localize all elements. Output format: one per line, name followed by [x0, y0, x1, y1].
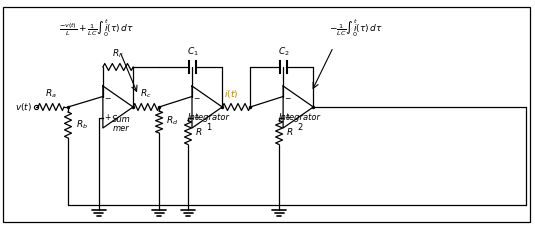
Text: mer: mer [113, 124, 129, 133]
Text: $+$: $+$ [284, 112, 292, 122]
Text: $R_c$: $R_c$ [140, 88, 152, 100]
Text: $-$: $-$ [104, 92, 112, 101]
Text: $R_d$: $R_d$ [166, 115, 179, 127]
Text: $-$: $-$ [193, 92, 201, 101]
Text: $i(t)$: $i(t)$ [224, 88, 239, 100]
Text: $\frac{-v(t)}{L}+\frac{1}{LC}\int_0^t\!\!i(\tau)\,d\tau$: $\frac{-v(t)}{L}+\frac{1}{LC}\int_0^t\!\… [59, 17, 133, 39]
Text: $+$: $+$ [104, 112, 112, 122]
Text: $C_2$: $C_2$ [278, 45, 289, 58]
Text: $R$: $R$ [286, 126, 294, 137]
Text: 2: 2 [297, 123, 303, 132]
Text: $-$: $-$ [284, 92, 292, 101]
Text: Sum: Sum [112, 115, 131, 124]
Text: $-\frac{1}{LC}\int_0^t\!\!i(\tau)\,d\tau$: $-\frac{1}{LC}\int_0^t\!\!i(\tau)\,d\tau… [328, 17, 382, 39]
Text: $R_a$: $R_a$ [45, 88, 57, 100]
Text: $R_F$: $R_F$ [112, 47, 124, 60]
Text: Integrator: Integrator [188, 113, 230, 122]
Text: $C_1$: $C_1$ [187, 45, 198, 58]
Text: 1: 1 [207, 123, 212, 132]
Text: $R$: $R$ [195, 126, 202, 137]
Text: Integrator: Integrator [279, 113, 321, 122]
Text: $+$: $+$ [193, 112, 201, 122]
Text: $R_b$: $R_b$ [76, 119, 88, 131]
Text: $v(t)$: $v(t)$ [15, 101, 32, 113]
